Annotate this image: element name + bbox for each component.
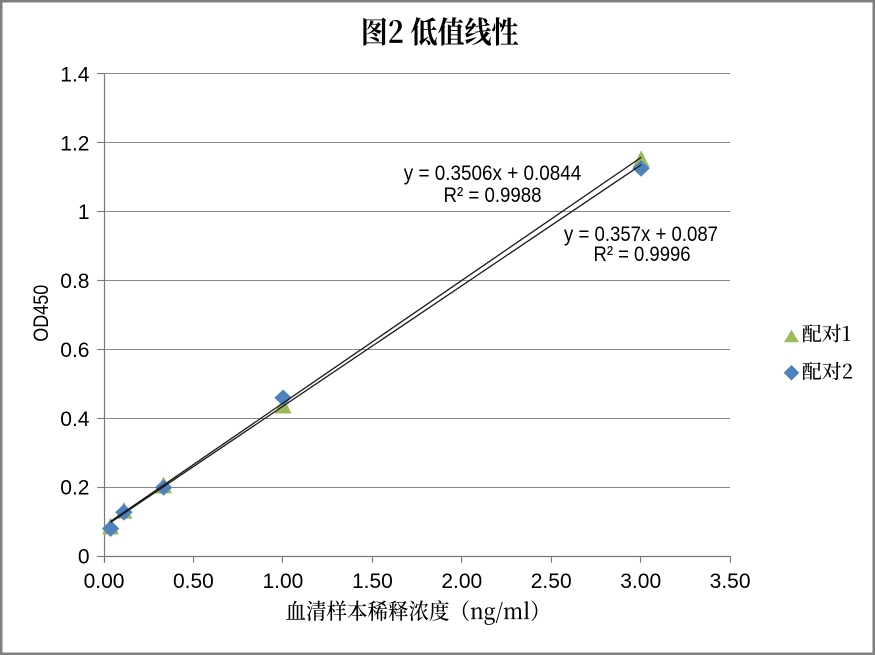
svg-text:0: 0 (78, 546, 90, 569)
svg-text:1.00: 1.00 (262, 570, 303, 593)
svg-text:OD450: OD450 (30, 285, 53, 342)
svg-text:3.50: 3.50 (710, 570, 751, 593)
svg-text:0.6: 0.6 (60, 339, 89, 362)
svg-text:y = 0.3506x + 0.0844: y = 0.3506x + 0.0844 (404, 162, 582, 185)
svg-text:1: 1 (78, 201, 90, 224)
svg-text:3.00: 3.00 (620, 570, 661, 593)
svg-text:0.00: 0.00 (84, 570, 125, 593)
svg-text:0.50: 0.50 (173, 570, 214, 593)
svg-text:1.2: 1.2 (60, 132, 89, 155)
svg-text:0.2: 0.2 (60, 477, 89, 500)
svg-text:2.50: 2.50 (531, 570, 572, 593)
svg-text:y = 0.357x + 0.087: y = 0.357x + 0.087 (564, 223, 718, 246)
svg-text:R² = 0.9988: R² = 0.9988 (444, 184, 542, 207)
svg-text:0.4: 0.4 (60, 408, 90, 431)
svg-text:2.00: 2.00 (441, 570, 482, 593)
svg-text:R² = 0.9996: R² = 0.9996 (594, 243, 691, 266)
svg-text:0.8: 0.8 (60, 270, 89, 293)
svg-text:1.4: 1.4 (60, 64, 90, 87)
svg-text:1.50: 1.50 (352, 570, 393, 593)
